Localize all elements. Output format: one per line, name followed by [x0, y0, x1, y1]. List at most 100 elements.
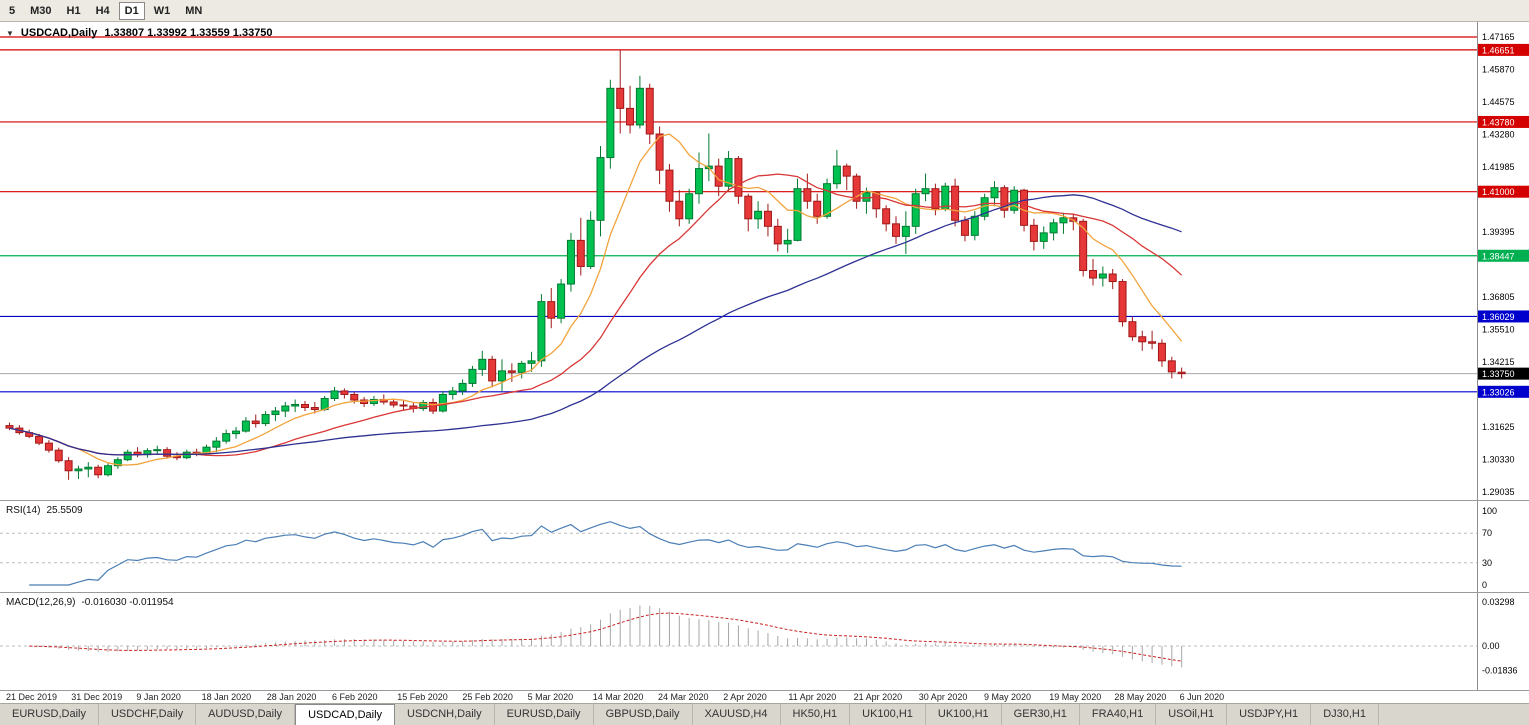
price-axis-label: 1.45870 [1482, 64, 1515, 74]
rsi-axis-label: 100 [1482, 506, 1497, 516]
timeframe-button-w1[interactable]: W1 [148, 2, 177, 20]
macd-title: MACD(12,26,9) [6, 597, 76, 608]
date-axis-label: 28 Jan 2020 [266, 692, 317, 702]
chart-ohlc-values: 1.33807 1.33992 1.33559 1.33750 [104, 27, 273, 39]
date-axis-label: 14 Mar 2020 [592, 692, 644, 702]
date-axis-label: 11 Apr 2020 [788, 692, 837, 702]
chart-tab-ger30-h1[interactable]: GER30,H1 [1002, 704, 1080, 725]
svg-text:1.33026: 1.33026 [1482, 387, 1515, 397]
macd-axis-label: -0.01836 [1482, 665, 1518, 675]
timeframe-button-h1[interactable]: H1 [61, 2, 87, 20]
rsi-line [29, 521, 1182, 586]
moving-average-line [9, 173, 1183, 457]
chart-tab-bar: EURUSD,Daily USDCHF,Daily AUDUSD,Daily USDC… [0, 703, 1529, 725]
horizontal-level-lines [0, 36, 1477, 393]
price-axis-label: 1.36805 [1482, 292, 1515, 302]
price-axis-label: 1.35510 [1482, 324, 1515, 334]
chart-tab-dj30-h1[interactable]: DJ30,H1 [1311, 704, 1379, 725]
chart-tab-uk100-h1[interactable]: UK100,H1 [926, 704, 1002, 725]
price-axis-label: 1.31625 [1482, 422, 1515, 432]
date-axis-label: 30 Apr 2020 [918, 692, 968, 702]
timeframe-button-5[interactable]: 5 [3, 2, 21, 20]
timeframe-button-mn[interactable]: MN [179, 2, 208, 20]
price-axis-label: 1.41985 [1482, 162, 1515, 172]
price-badge [1478, 43, 1529, 56]
chart-tab-usdjpy-h1[interactable]: USDJPY,H1 [1227, 704, 1312, 725]
date-axis-label: 2 Apr 2020 [723, 692, 767, 702]
chart-tab-usdchf-daily[interactable]: USDCHF,Daily [99, 704, 197, 725]
date-axis-label: 9 Jan 2020 [136, 692, 181, 702]
price-axis-label: 1.39395 [1482, 227, 1515, 237]
price-badge [1478, 115, 1529, 128]
date-axis-label: 28 May 2020 [1114, 692, 1167, 702]
macd-signal-line [29, 612, 1182, 662]
chart-tab-gbpusd-daily[interactable]: GBPUSD,Daily [594, 704, 693, 725]
price-axis-label: 1.44575 [1482, 97, 1515, 107]
chart-tab-fra40-h1[interactable]: FRA40,H1 [1080, 704, 1157, 725]
chart-tab-uk100-h1[interactable]: UK100,H1 [850, 704, 926, 725]
macd-axis-label: 0.00 [1482, 641, 1500, 651]
rsi-axis-label: 30 [1482, 558, 1492, 568]
timeframe-button-m30[interactable]: M30 [24, 2, 57, 20]
rsi-label: RSI(14) 25.5509 [6, 505, 83, 516]
chart-tab-eurusd-daily[interactable]: EURUSD,Daily [0, 704, 99, 725]
price-badge [1478, 367, 1529, 380]
date-axis-label: 9 May 2020 [984, 692, 1032, 702]
chart-title-bar: ▼ USDCAD,Daily 1.33807 1.33992 1.33559 1… [6, 27, 273, 39]
rsi-axis-label: 70 [1482, 528, 1492, 538]
chart-tab-usdcnh-daily[interactable]: USDCNH,Daily [395, 704, 495, 725]
timeframe-toolbar: 5 M30 H1 H4 D1 W1 MN [0, 0, 1529, 22]
svg-text:1.33750: 1.33750 [1482, 369, 1515, 379]
date-axis-label: 18 Jan 2020 [201, 692, 252, 702]
macd-values: -0.016030 -0.011954 [81, 597, 174, 608]
svg-text:1.41000: 1.41000 [1482, 187, 1515, 197]
price-axis-label: 1.29035 [1482, 487, 1515, 497]
date-axis-label: 5 Mar 2020 [527, 692, 574, 702]
chart-tab-usdcad-daily[interactable]: USDCAD,Daily [295, 704, 396, 725]
chart-tab-hk50-h1[interactable]: HK50,H1 [781, 704, 851, 725]
rsi-axis-label: 0 [1482, 580, 1487, 590]
svg-text:1.46651: 1.46651 [1482, 45, 1515, 55]
date-axis-label: 21 Dec 2019 [6, 692, 58, 702]
date-axis: 21 Dec 2019 31 Dec 2019 9 Jan 2020 18 Jan 2… [0, 690, 1529, 703]
moving-average-line [9, 194, 1182, 456]
chart-symbol-title: USDCAD,Daily [20, 27, 98, 39]
svg-text:1.38447: 1.38447 [1482, 251, 1515, 261]
chart-tab-eurusd-daily[interactable]: EURUSD,Daily [495, 704, 594, 725]
svg-text:1.43780: 1.43780 [1482, 117, 1515, 127]
macd-label: MACD(12,26,9) -0.016030 -0.011954 [6, 597, 174, 608]
panel-divider[interactable] [0, 592, 1529, 593]
panel-divider[interactable] [0, 500, 1529, 501]
price-axis-label: 1.30330 [1482, 454, 1515, 464]
date-axis-label: 19 May 2020 [1049, 692, 1102, 702]
rsi-title: RSI(14) [6, 505, 41, 516]
price-axis-label: 1.34215 [1482, 357, 1515, 367]
candlesticks [5, 49, 1186, 480]
moving-average-line [9, 133, 1183, 466]
timeframe-button-h4[interactable]: H4 [90, 2, 116, 20]
chart-tab-audusd-daily[interactable]: AUDUSD,Daily [196, 704, 296, 725]
rsi-indicator-panel[interactable]: 100 70 30 0 [0, 501, 1529, 592]
macd-axis-label: 0.03298 [1482, 597, 1515, 607]
collapse-chart-icon[interactable]: ▼ [6, 28, 14, 38]
price-badge [1478, 185, 1529, 198]
date-axis-label: 31 Dec 2019 [71, 692, 123, 702]
date-axis-label: 15 Feb 2020 [397, 692, 448, 702]
date-axis-label: 24 Mar 2020 [658, 692, 709, 702]
price-chart-panel[interactable]: 1.47165 1.45870 1.44575 1.43280 1.41985 1.393… [0, 22, 1529, 500]
macd-histogram [18, 605, 1183, 668]
price-badge [1478, 249, 1529, 262]
chart-tab-usoil-h1[interactable]: USOil,H1 [1156, 704, 1228, 725]
chart-tab-xauusd-h4[interactable]: XAUUSD,H4 [693, 704, 781, 725]
svg-text:1.36029: 1.36029 [1482, 312, 1515, 322]
date-axis-label: 25 Feb 2020 [462, 692, 513, 702]
timeframe-button-d1[interactable]: D1 [118, 1, 145, 20]
price-axis-label: 1.43280 [1482, 129, 1515, 139]
rsi-value: 25.5509 [46, 505, 83, 516]
date-axis-label: 6 Jun 2020 [1179, 692, 1225, 702]
price-badge [1478, 385, 1529, 398]
macd-indicator-panel[interactable]: 0.03298 0.00 -0.01836 [0, 593, 1529, 690]
price-badge [1478, 310, 1529, 323]
price-axis-label: 1.47165 [1482, 32, 1515, 42]
